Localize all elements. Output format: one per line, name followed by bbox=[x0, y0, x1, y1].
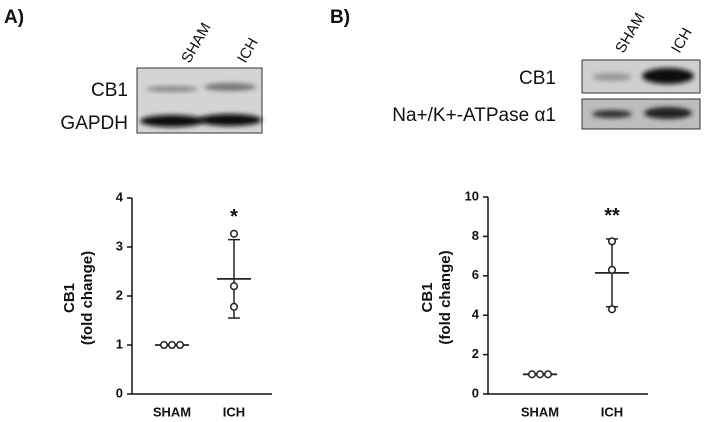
data-point bbox=[229, 229, 239, 238]
x-tick-label: ICH bbox=[601, 404, 623, 419]
y-axis-label: (fold change) bbox=[79, 251, 96, 345]
lane-label: ICH bbox=[234, 35, 262, 66]
y-tick-label: 4 bbox=[116, 189, 124, 204]
data-point bbox=[535, 370, 545, 379]
blot bbox=[581, 59, 701, 130]
y-tick-label: 4 bbox=[472, 307, 480, 322]
data-point bbox=[527, 370, 537, 379]
data-point bbox=[229, 302, 239, 311]
blot bbox=[136, 67, 263, 134]
y-axis-label: CB1 bbox=[419, 282, 436, 312]
data-point bbox=[543, 370, 553, 379]
significance: * bbox=[230, 206, 238, 228]
y-tick-label: 2 bbox=[472, 346, 479, 361]
panel-label: A) bbox=[4, 7, 24, 28]
data-point bbox=[167, 340, 177, 350]
lane-label: SHAM bbox=[612, 10, 648, 56]
y-tick-label: 3 bbox=[116, 238, 123, 253]
band-label: CB1 bbox=[519, 68, 556, 89]
y-tick-label: 8 bbox=[472, 228, 479, 243]
band-label: CB1 bbox=[91, 80, 128, 101]
band-label: Na+/K+-ATPase α1 bbox=[392, 105, 556, 126]
lane-label: ICH bbox=[668, 25, 696, 56]
y-tick-label: 2 bbox=[116, 287, 123, 302]
y-axis-label: CB1 bbox=[61, 283, 78, 313]
x-tick-label: ICH bbox=[223, 404, 245, 419]
data-point bbox=[159, 340, 169, 350]
y-tick-label: 0 bbox=[116, 385, 123, 400]
lane-label: SHAM bbox=[178, 20, 214, 66]
y-axis-label: (fold change) bbox=[437, 250, 454, 344]
data-point bbox=[607, 305, 617, 314]
significance: ** bbox=[604, 205, 620, 227]
y-tick-label: 6 bbox=[472, 267, 479, 282]
data-point bbox=[607, 237, 617, 246]
band-label: GAPDH bbox=[60, 113, 128, 134]
y-tick-label: 1 bbox=[116, 336, 123, 351]
data-point bbox=[175, 340, 185, 350]
data-point bbox=[607, 265, 617, 274]
panel-label: B) bbox=[330, 7, 350, 28]
y-tick-label: 10 bbox=[465, 188, 479, 203]
x-tick-label: SHAM bbox=[153, 404, 191, 419]
data-point bbox=[229, 282, 239, 291]
x-tick-label: SHAM bbox=[521, 404, 559, 419]
y-tick-label: 0 bbox=[472, 385, 479, 400]
